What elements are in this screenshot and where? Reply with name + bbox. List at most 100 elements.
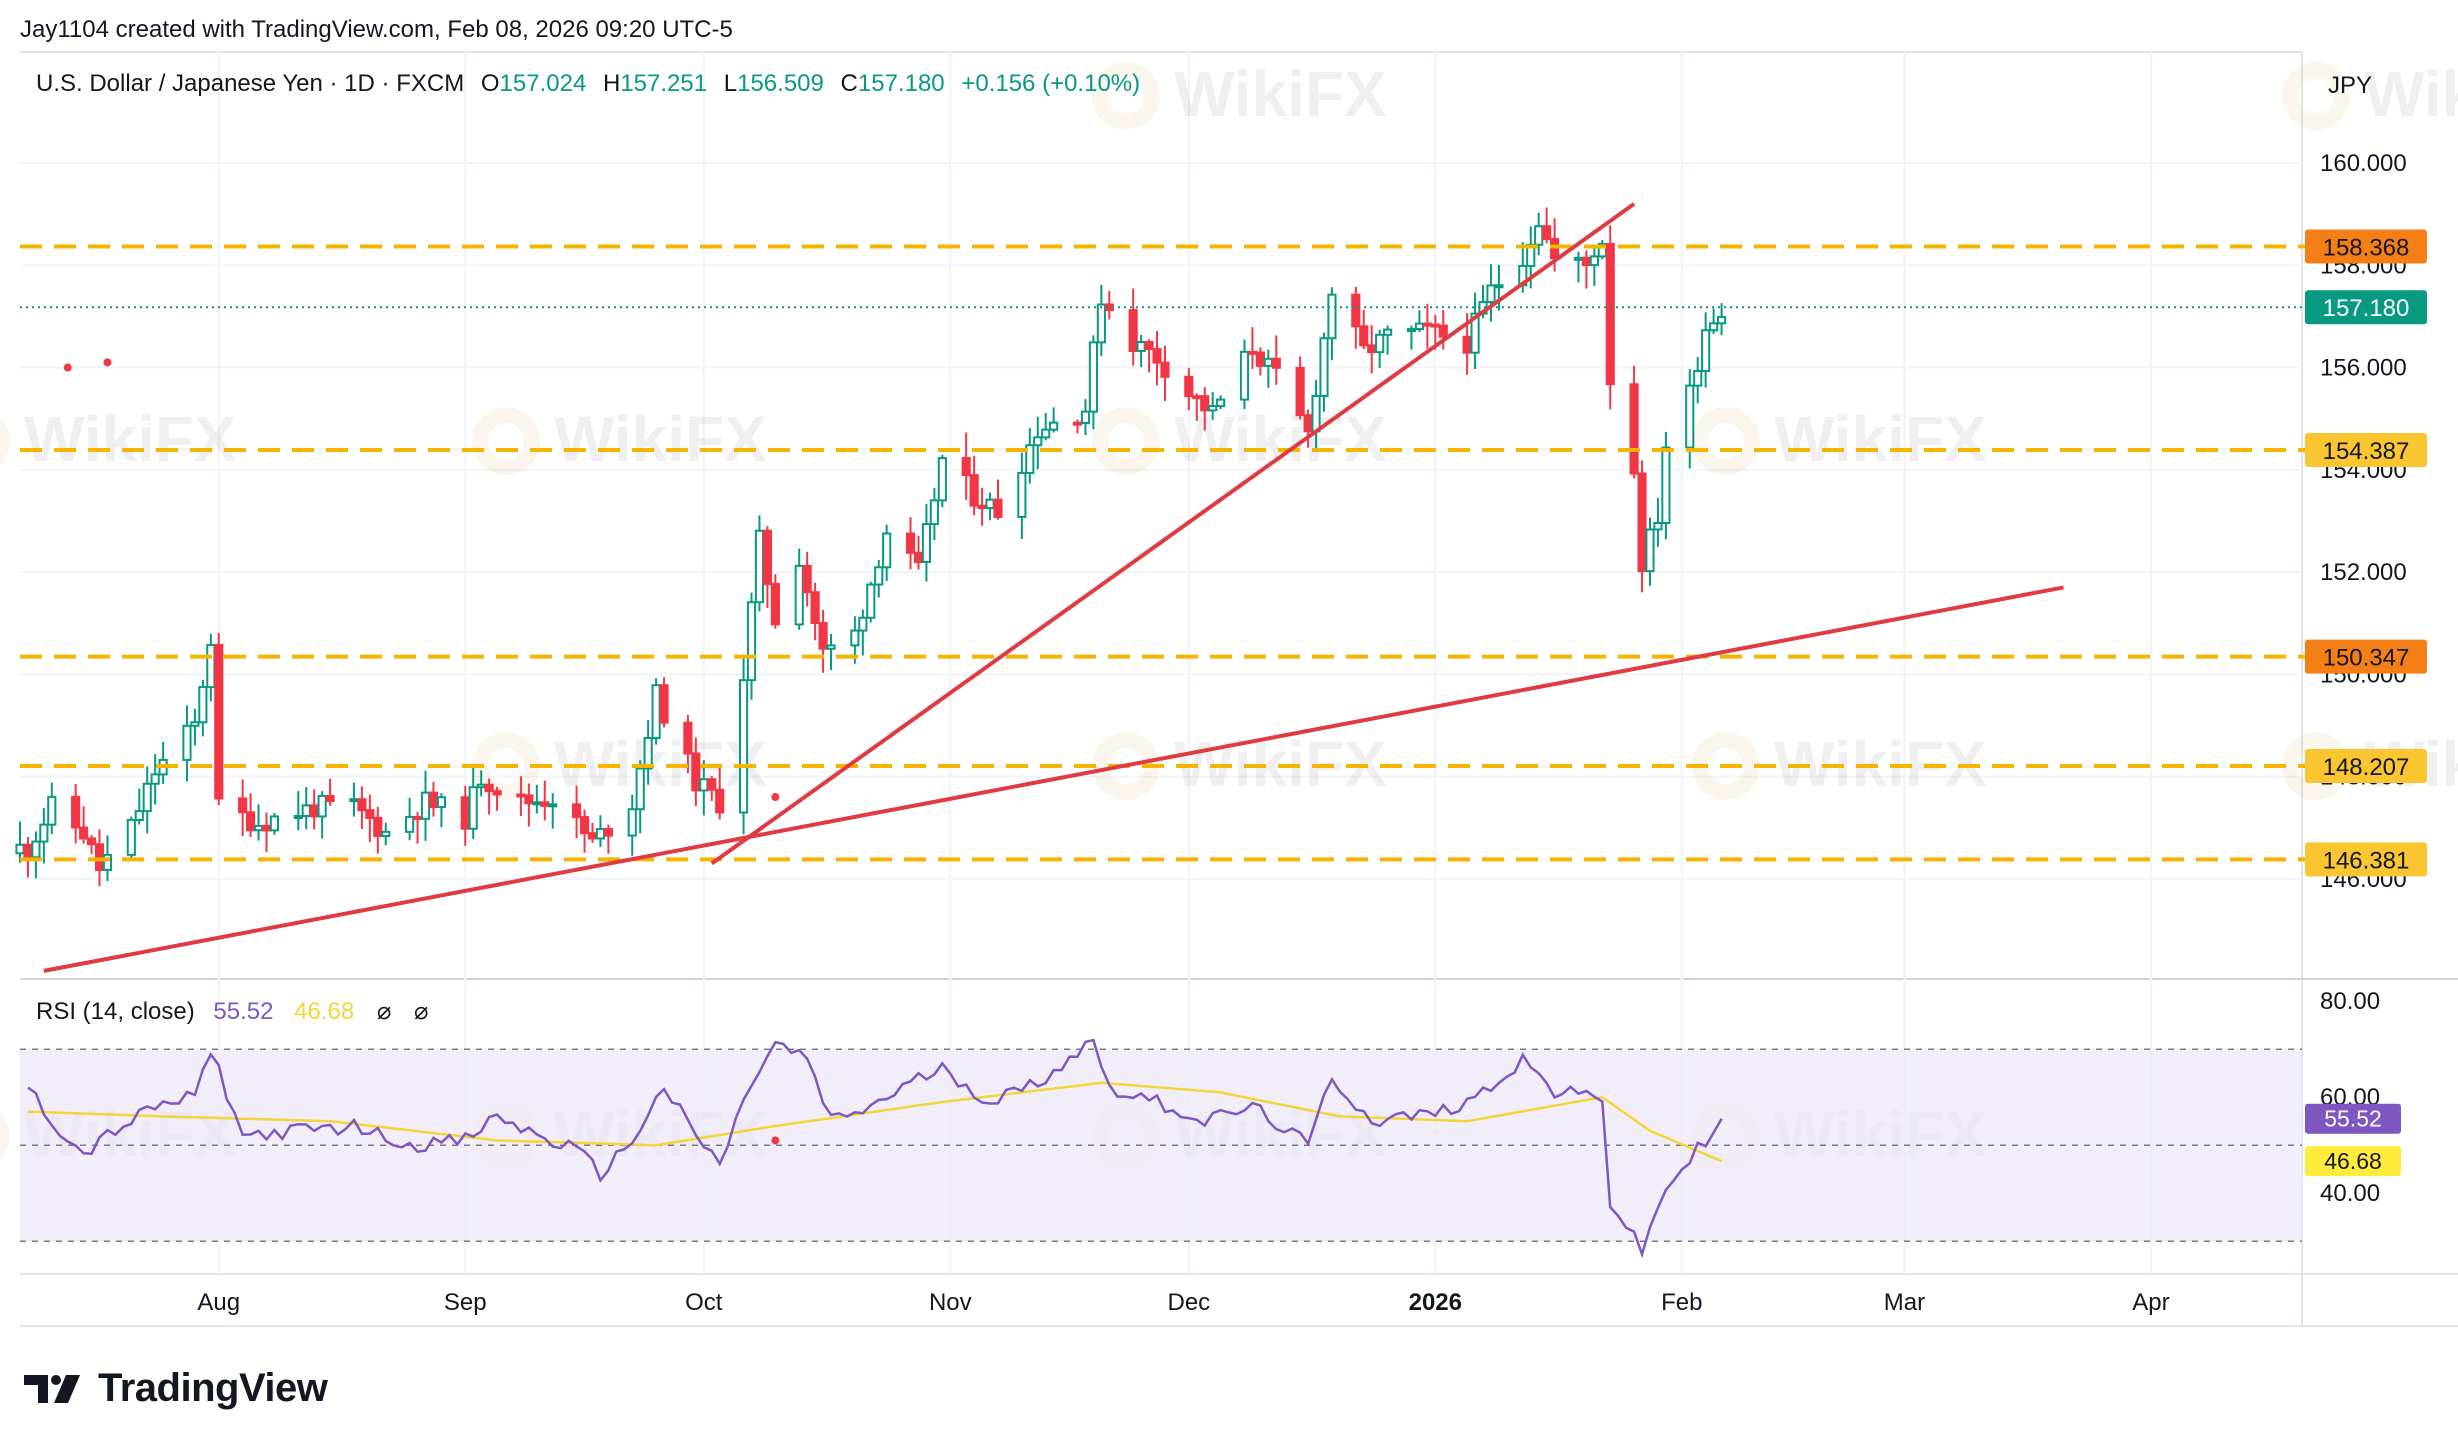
price-candle bbox=[1208, 392, 1218, 421]
candle-body bbox=[357, 798, 367, 812]
price-tick-label: 156.000 bbox=[2320, 355, 2407, 382]
candle-body bbox=[1375, 333, 1385, 354]
level-label-text: 158.368 bbox=[2323, 234, 2410, 261]
candle-body bbox=[1184, 375, 1194, 398]
wikifx-logo-icon bbox=[0, 416, 10, 466]
symbol-legend[interactable]: U.S. Dollar / Japanese Yen · 1D · FXCM O… bbox=[36, 70, 1140, 98]
price-candle bbox=[1351, 286, 1361, 349]
rsi-title[interactable]: RSI (14, close) bbox=[36, 998, 195, 1025]
level-price-label: 148.207 bbox=[2305, 749, 2427, 784]
price-candle bbox=[1629, 365, 1639, 479]
price-candle bbox=[1645, 517, 1655, 586]
candle-body bbox=[1263, 357, 1273, 367]
price-candle bbox=[1470, 292, 1480, 369]
candle-body bbox=[1072, 421, 1083, 426]
price-candle bbox=[882, 524, 892, 582]
wikifx-watermark-text: WikiFX bbox=[1174, 728, 1387, 800]
price-candle bbox=[1088, 335, 1098, 430]
price-candle bbox=[1200, 387, 1210, 431]
candle-body bbox=[1701, 329, 1711, 373]
candle-body bbox=[1144, 341, 1154, 351]
rsi-tick-label: 40.00 bbox=[2320, 1180, 2380, 1207]
price-candle bbox=[659, 677, 669, 728]
rsi-label-box bbox=[2305, 1146, 2401, 1177]
price-candle bbox=[1486, 264, 1496, 322]
candle-body bbox=[905, 532, 916, 554]
candle-body bbox=[683, 721, 693, 755]
candle-body bbox=[587, 832, 598, 840]
candle-body bbox=[770, 582, 780, 626]
level-price-label: 158.368 bbox=[2305, 229, 2427, 264]
rsi-ma-line bbox=[27, 1081, 1723, 1163]
rsi-legend[interactable]: RSI (14, close) 55.52 46.68 ⌀ ⌀ bbox=[36, 997, 428, 1026]
price-candle bbox=[1080, 399, 1091, 436]
candle-body bbox=[102, 853, 113, 871]
price-candle bbox=[71, 784, 81, 844]
candle-body bbox=[47, 795, 57, 826]
low-value: 156.509 bbox=[737, 70, 824, 97]
candle-body bbox=[1629, 383, 1639, 475]
price-candle bbox=[1359, 309, 1369, 349]
price-candle bbox=[715, 765, 725, 820]
wikifx-watermark-text: WikiFX bbox=[1774, 728, 1987, 800]
candle-body bbox=[1160, 361, 1170, 378]
level-label-box bbox=[2305, 749, 2427, 784]
candle-body bbox=[405, 815, 415, 833]
wikifx-watermark: WikiFX bbox=[472, 403, 767, 475]
candle-body bbox=[468, 786, 478, 830]
candle-body bbox=[985, 498, 995, 510]
price-candle bbox=[79, 806, 89, 844]
candle-body bbox=[1136, 341, 1146, 352]
candle-body bbox=[1661, 446, 1671, 525]
price-candle bbox=[126, 816, 136, 859]
price-candle bbox=[746, 592, 757, 700]
price-candle bbox=[436, 793, 446, 828]
price-candle bbox=[405, 797, 415, 841]
wikifx-watermark-text: WikiFX bbox=[554, 403, 767, 475]
candle-body bbox=[969, 474, 979, 507]
candle-body bbox=[1208, 405, 1218, 412]
wikifx-watermark-text: WikiFX bbox=[554, 728, 767, 800]
candle-body bbox=[1462, 335, 1472, 354]
price-candle bbox=[31, 831, 41, 879]
candle-body bbox=[707, 778, 717, 791]
candle-body bbox=[1550, 238, 1560, 260]
high-value: 157.251 bbox=[620, 70, 708, 97]
brand-name: TradingView bbox=[98, 1366, 328, 1410]
candle-body bbox=[921, 523, 932, 563]
candle-body bbox=[572, 803, 582, 819]
candle-body bbox=[882, 532, 892, 569]
trend-line[interactable] bbox=[710, 202, 1636, 866]
price-candle bbox=[1033, 416, 1043, 470]
candle-body bbox=[484, 783, 494, 793]
candle-body bbox=[937, 457, 947, 502]
wikifx-logo-icon bbox=[1092, 407, 1160, 475]
wikifx-logo-icon bbox=[2282, 62, 2350, 130]
candle-body bbox=[261, 824, 272, 832]
price-candle bbox=[365, 794, 375, 842]
candle-body bbox=[190, 721, 200, 727]
candle-body bbox=[1025, 444, 1035, 475]
candle-body bbox=[1709, 322, 1719, 332]
price-candle bbox=[579, 809, 590, 853]
price-candle bbox=[492, 786, 502, 811]
price-candle bbox=[524, 783, 534, 827]
candle-body bbox=[1216, 398, 1226, 408]
symbol-title[interactable]: U.S. Dollar / Japanese Yen · 1D · FXCM bbox=[36, 70, 465, 97]
price-candle bbox=[1184, 368, 1194, 411]
rsi-value: 55.52 bbox=[213, 998, 274, 1025]
candle-body bbox=[579, 816, 590, 835]
candle-body bbox=[977, 504, 987, 510]
price-candle bbox=[921, 503, 932, 582]
candle-body bbox=[866, 583, 876, 619]
trend-line[interactable] bbox=[43, 585, 2064, 973]
price-candle bbox=[738, 656, 749, 835]
level-label-box bbox=[2305, 229, 2427, 264]
candle-body bbox=[1573, 256, 1584, 261]
price-candle bbox=[1542, 207, 1552, 244]
candle-body bbox=[738, 679, 749, 814]
tradingview-brand[interactable]: TradingView bbox=[22, 1366, 328, 1411]
price-candle bbox=[683, 714, 693, 774]
price-candle bbox=[635, 760, 645, 834]
